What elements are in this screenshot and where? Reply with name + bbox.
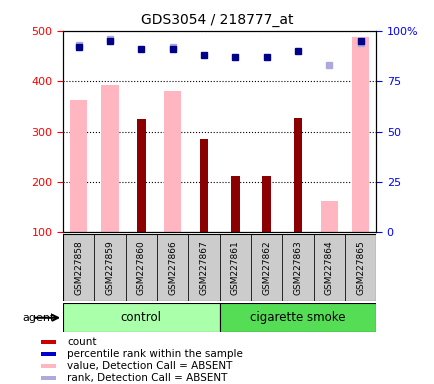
Text: GSM227862: GSM227862 (262, 240, 270, 295)
Text: GSM227859: GSM227859 (105, 240, 114, 295)
Bar (282, 234, 313, 301)
Text: count: count (67, 337, 96, 347)
Bar (164, 91, 181, 232)
Text: GSM227865: GSM227865 (355, 240, 364, 295)
Text: GSM227861: GSM227861 (230, 240, 239, 295)
Bar (188, 234, 219, 301)
Text: GSM227867: GSM227867 (199, 240, 208, 295)
Bar (41, 364, 56, 368)
Text: agent: agent (22, 313, 54, 323)
Bar (199, 139, 208, 232)
Text: GSM227864: GSM227864 (324, 240, 333, 295)
Bar (219, 303, 375, 332)
Text: GSM227863: GSM227863 (293, 240, 302, 295)
Bar (125, 234, 157, 301)
Bar (41, 340, 56, 344)
Bar (157, 234, 188, 301)
Bar (70, 100, 87, 232)
Text: control: control (121, 311, 161, 324)
Bar (63, 234, 94, 301)
Bar (94, 234, 125, 301)
Text: percentile rank within the sample: percentile rank within the sample (67, 349, 243, 359)
Bar (230, 176, 239, 232)
Text: GSM227866: GSM227866 (168, 240, 177, 295)
Text: GDS3054 / 218777_at: GDS3054 / 218777_at (141, 13, 293, 27)
Bar (320, 201, 337, 232)
Bar (101, 85, 118, 232)
Bar (313, 234, 344, 301)
Text: value, Detection Call = ABSENT: value, Detection Call = ABSENT (67, 361, 232, 371)
Bar (344, 234, 375, 301)
Text: cigarette smoke: cigarette smoke (250, 311, 345, 324)
Bar (41, 376, 56, 380)
Bar (351, 37, 368, 232)
Text: GSM227860: GSM227860 (137, 240, 145, 295)
Bar (137, 119, 145, 232)
Text: rank, Detection Call = ABSENT: rank, Detection Call = ABSENT (67, 373, 227, 383)
Bar (262, 176, 270, 232)
Bar (250, 234, 282, 301)
Bar (41, 352, 56, 356)
Bar (63, 303, 219, 332)
Text: GSM227858: GSM227858 (74, 240, 83, 295)
Bar (219, 234, 250, 301)
Bar (293, 118, 302, 232)
